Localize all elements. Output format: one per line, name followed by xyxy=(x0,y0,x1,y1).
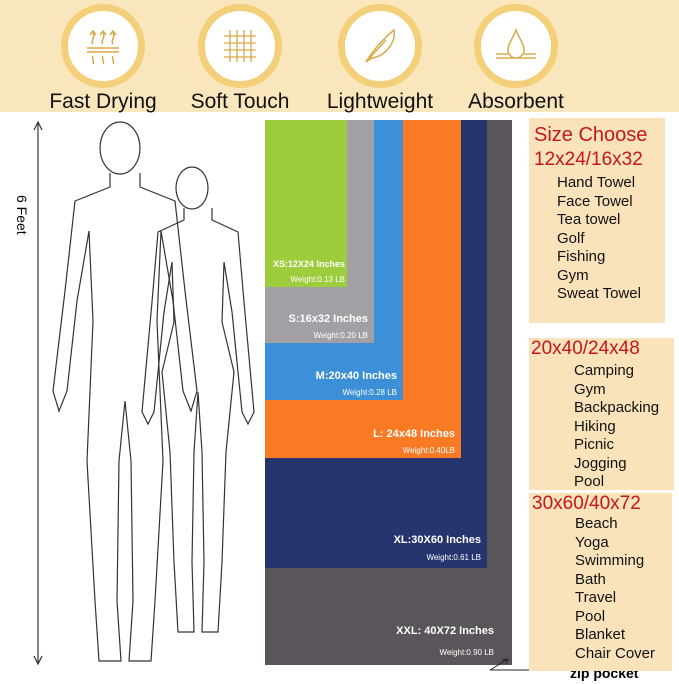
use-case-item: Gym xyxy=(574,380,606,398)
human-silhouettes xyxy=(33,120,255,666)
size-panel-2: 20x40/24x48 Camping Gym Backpacking Hiking P… xyxy=(529,338,674,490)
use-case-item: Blanket xyxy=(575,626,626,643)
use-case-item: Hand Towel xyxy=(557,174,636,191)
size-weight: Weight:0.90 LB xyxy=(439,648,494,657)
use-case-item: Yoga xyxy=(575,533,609,551)
feature-fast-drying: Fast Drying xyxy=(33,4,173,114)
feature-label: Fast Drying xyxy=(49,90,157,113)
use-case-item: Picnic xyxy=(574,436,615,453)
use-case-item: Chair Cover xyxy=(575,644,656,662)
size-weight: Weight:0.40LB xyxy=(402,446,455,455)
feature-label: Lightweight xyxy=(326,90,434,113)
size-panel-1: Size Choose 12x24/16x32 Hand Towel Face T… xyxy=(529,118,665,323)
use-case-item: Hiking xyxy=(574,417,616,435)
feature-lightweight: Lightweight xyxy=(310,4,450,114)
feature-soft-touch: Soft Touch xyxy=(170,4,310,114)
feature-absorbent: Absorbent xyxy=(446,4,586,114)
features-band: Fast Drying Soft Touch Lightweight Absor… xyxy=(0,0,679,114)
use-case-item: Golf xyxy=(557,229,585,247)
size-xs: XS:12X24 Inches Weight:0.13 LB xyxy=(265,120,347,287)
size-label: XL:30X60 Inches xyxy=(393,534,481,546)
group-heading: 12x24/16x32 xyxy=(534,149,643,170)
fabric-weave-icon xyxy=(224,30,256,62)
use-case-item: Sweat Towel xyxy=(557,285,641,302)
man-silhouette xyxy=(52,121,198,662)
size-label: L: 24x48 Inches xyxy=(373,428,455,440)
use-case-item: Travel xyxy=(575,589,617,606)
size-label: XS:12X24 Inches xyxy=(272,259,345,269)
use-case-item: Bath xyxy=(575,570,606,588)
size-weight: Weight:0.61 LB xyxy=(426,553,481,562)
use-case-item: Tea towel xyxy=(557,211,621,228)
size-weight: Weight:0.13 LB xyxy=(290,275,345,284)
group-heading: 20x40/24x48 xyxy=(531,338,640,359)
size-weight: Weight:0.20 LB xyxy=(313,331,368,340)
feather-icon xyxy=(365,28,395,63)
feature-label: Soft Touch xyxy=(190,90,290,113)
woman-silhouette xyxy=(141,166,255,633)
use-case-item: Camping xyxy=(574,362,635,379)
heat-waves-icon xyxy=(87,29,119,65)
use-case-item: Jogging xyxy=(574,454,627,472)
use-case-item: Pool xyxy=(575,607,606,625)
size-weight: Weight:0.28 LB xyxy=(342,388,397,397)
use-case-item: Pool xyxy=(574,473,605,490)
size-label: M:20x40 Inches xyxy=(315,370,397,382)
use-case-item: Fishing xyxy=(557,248,606,265)
use-case-item: Beach xyxy=(575,515,618,532)
use-case-item: Gym xyxy=(557,266,589,284)
use-case-item: Backpacking xyxy=(574,399,660,416)
group-heading: 30x60/40x72 xyxy=(532,493,641,514)
panel-title: Size Choose xyxy=(534,124,648,146)
zip-pocket-arrow xyxy=(489,658,566,671)
feature-label: Absorbent xyxy=(468,90,564,113)
use-case-item: Face Towel xyxy=(557,192,633,210)
height-label: 6 Feet xyxy=(14,195,30,235)
use-case-item: Swimming xyxy=(575,552,645,569)
size-label: S:16x32 Inches xyxy=(288,313,369,325)
size-panel-3: 30x60/40x72 Beach Yoga Swimming Bath Travel P… xyxy=(529,493,672,671)
water-drop-icon xyxy=(496,27,536,59)
size-label: XXL: 40X72 Inches xyxy=(396,625,494,637)
